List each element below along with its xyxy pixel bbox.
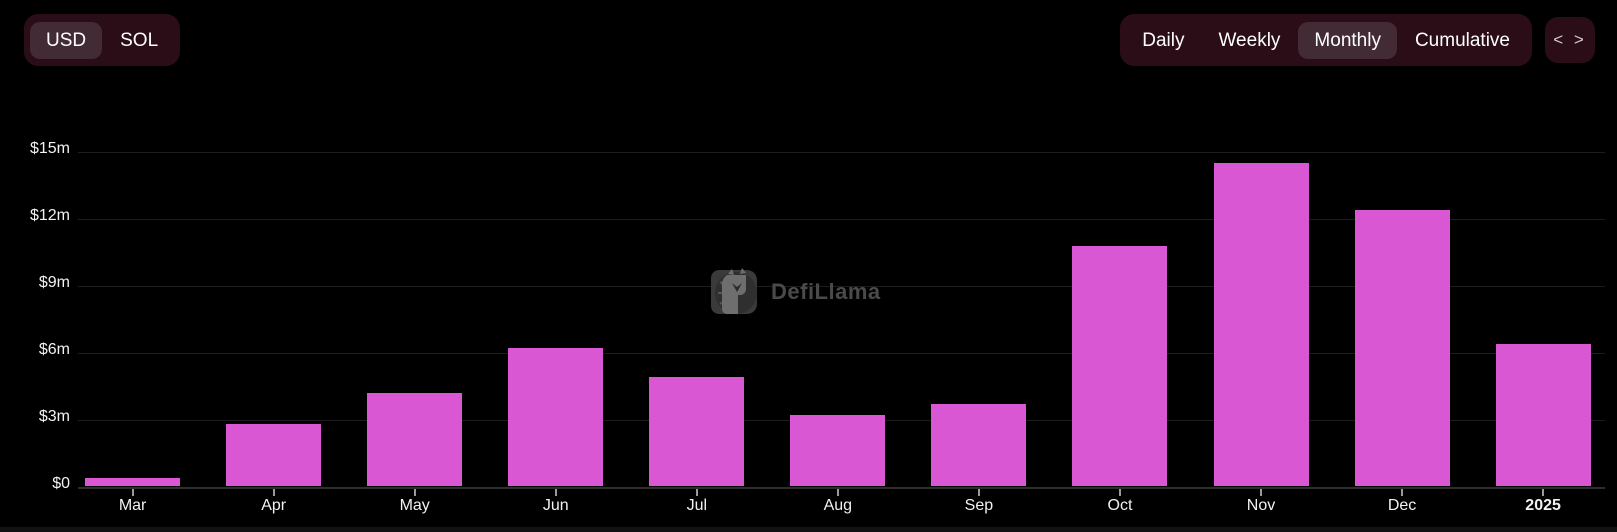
x-axis-label-sep: Sep [964,497,994,514]
axis-tick [1118,488,1121,496]
axis-tick [1401,488,1404,496]
axis-tick [131,488,134,496]
x-axis-label-jul: Jul [686,497,708,514]
bar-sep[interactable] [931,403,1027,487]
bar-2025[interactable] [1495,343,1591,487]
y-axis-label: $15m [29,140,70,157]
x-axis-label-may: May [399,497,430,514]
embed-code-button[interactable]: < > [1545,17,1595,63]
x-axis-label-2025: 2025 [1525,497,1561,514]
axis-tick [413,488,416,496]
bar-jul[interactable] [649,377,745,487]
bar-mar[interactable] [85,477,181,487]
x-axis-label-jun: Jun [542,497,569,514]
bar-dec[interactable] [1354,209,1450,487]
axis-tick [554,488,557,496]
interval-option-cumulative[interactable]: Cumulative [1414,29,1510,51]
y-axis-label: $6m [38,340,70,358]
gridline-12m [78,218,1605,220]
x-axis-label-nov: Nov [1246,497,1276,514]
x-axis-label-mar: Mar [118,497,147,514]
x-axis-label-aug: Aug [823,497,853,514]
currency-toggle-group: USD SOL [24,14,181,66]
axis-tick [1542,488,1545,496]
header-right-controls: Daily Weekly Monthly Cumulative < > [1120,14,1595,66]
code-icon: < > [1553,30,1587,49]
bar-may[interactable] [367,392,463,487]
currency-option-usd[interactable]: USD [30,21,103,59]
x-axis-line [78,486,1605,489]
y-axis-label: $0 [52,474,70,492]
interval-toggle-group: Daily Weekly Monthly Cumulative [1120,14,1532,66]
x-axis-label-oct: Oct [1107,497,1133,514]
gridline-6m [78,352,1605,354]
bar-jun[interactable] [508,348,604,487]
x-axis-label-dec: Dec [1387,497,1417,514]
y-axis-label: $3m [38,407,70,425]
x-axis-label-apr: Apr [261,497,287,514]
y-axis-label: $9m [38,273,70,291]
y-axis-label: $12m [29,206,70,224]
axis-tick [272,488,275,496]
interval-option-monthly[interactable]: Monthly [1298,21,1397,59]
axis-tick [836,488,839,496]
interval-option-weekly[interactable]: Weekly [1218,29,1281,51]
bar-oct[interactable] [1072,245,1168,487]
interval-option-daily[interactable]: Daily [1142,29,1185,51]
gridline-9m [78,285,1605,287]
bottom-strip [0,527,1617,532]
gridline-15m [78,152,1605,153]
axis-tick [695,488,698,496]
bar-aug[interactable] [790,415,886,487]
currency-option-sol[interactable]: SOL [120,29,159,51]
bar-apr[interactable] [226,424,322,487]
axis-tick [977,488,980,496]
axis-tick [1260,488,1262,496]
bar-nov[interactable] [1213,163,1309,487]
